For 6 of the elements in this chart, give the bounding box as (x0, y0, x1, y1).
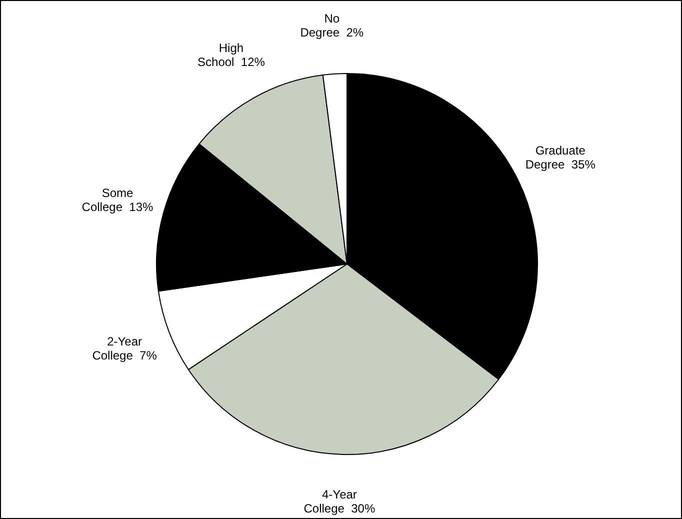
slice-label: 4-Year College 30% (304, 487, 376, 516)
slice-label: Graduate Degree 35% (525, 144, 596, 172)
slice-label: Some College 13% (82, 186, 154, 214)
slice-label: 2-Year College 7% (92, 334, 158, 362)
slice-label: High School 12% (198, 41, 266, 70)
slice-label: No Degree 2% (300, 12, 364, 40)
